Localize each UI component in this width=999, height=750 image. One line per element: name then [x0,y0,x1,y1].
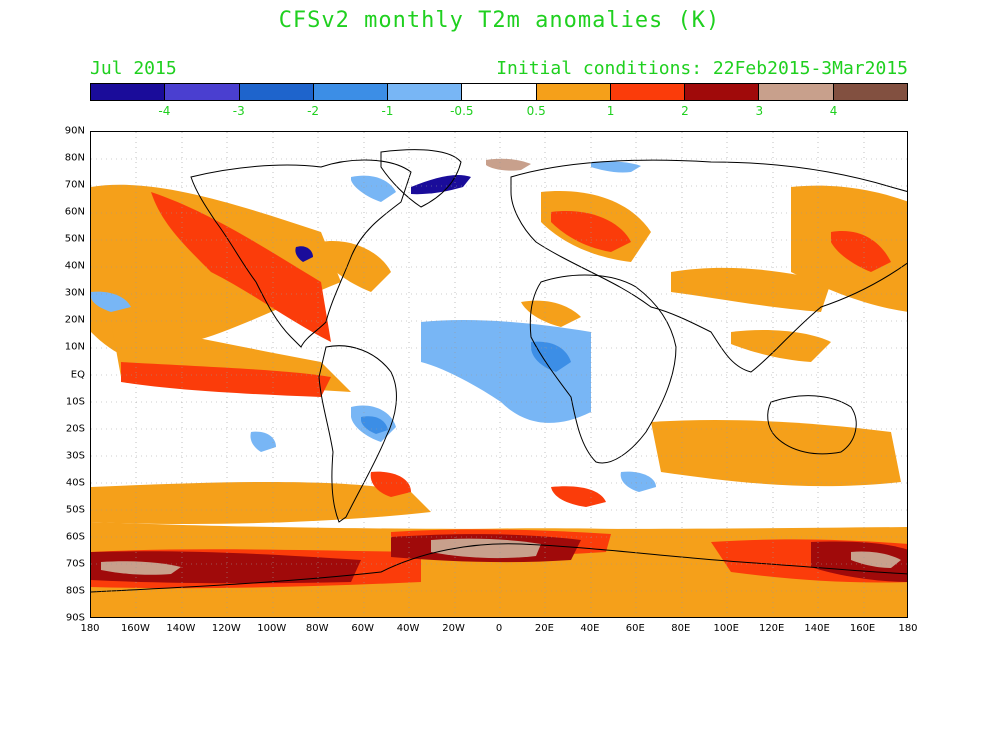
latitude-label: 70S [65,558,85,570]
latitude-label: 10N [64,341,85,353]
latitude-label: 60S [65,531,85,543]
latitude-label: 50N [64,233,85,245]
longitude-label: 60E [625,623,645,634]
longitude-label: 20W [442,623,465,634]
anomaly-map [90,131,908,618]
longitude-label: 40E [580,623,600,634]
longitude-label: 120W [211,623,241,634]
colorbar-tick-label: 1 [606,104,615,118]
longitude-label: 80E [671,623,691,634]
longitude-label: 180 [898,623,918,634]
colorbar-swatch [610,84,686,100]
latitude-label: 20N [64,314,85,326]
colorbar-swatch [536,84,611,100]
longitude-label: 140E [804,623,830,634]
colorbar-swatch [313,84,389,100]
longitude-label: 120E [758,623,785,634]
longitude-label: 100E [713,623,739,634]
forecast-month-label: Jul 2015 [90,58,177,79]
grid-lines [91,132,907,617]
colorbar-tick-label: 4 [829,104,838,118]
longitude-label: 160E [849,623,876,634]
longitude-label: 140W [166,623,196,634]
colorbar-tick-label: -4 [158,104,171,118]
colorbar-swatch [91,84,166,100]
latitude-label: 80S [65,585,85,597]
colorbar-tick-label: 2 [681,104,689,118]
latitude-label: 10S [65,396,85,408]
latitude-label: 40N [64,260,85,272]
negative-anomaly-darkblue [295,175,471,262]
map-canvas [91,132,907,617]
latitude-label: 30S [65,450,85,462]
positive-anomaly-brown [101,158,901,575]
chart-title: CFSv2 monthly T2m anomalies (K) [278,8,721,33]
colorbar-swatch [759,84,834,100]
colorbar-tick-label: -1 [381,104,394,118]
initial-conditions-label: Initial conditions: 22Feb2015-3Mar2015 [496,58,908,79]
latitude-label: 50S [65,504,85,516]
negative-anomaly-midblue [361,341,571,434]
latitude-label: 40S [65,477,85,489]
colorbar-swatch [239,84,314,100]
latitude-label: 90S [65,612,85,624]
colorbar-swatch [165,84,240,100]
latitude-label: 60N [64,206,85,218]
latitude-label: 30N [64,287,85,299]
longitude-label: 40W [396,623,420,634]
colorbar-swatch [833,84,907,100]
colorbar-swatch [462,84,537,100]
latitude-label: EQ [70,369,85,380]
longitude-label: 60W [351,623,374,634]
colorbar-legend [90,83,908,101]
longitude-label: 80W [305,623,329,634]
longitude-label: 160W [120,623,150,634]
coastlines [91,149,907,593]
colorbar-swatch [685,84,760,100]
longitude-label: 180 [80,623,100,634]
colorbar-tick-label: -0.5 [450,104,474,118]
longitude-label: 0 [495,623,503,634]
colorbar-tick-label: -3 [232,104,245,118]
latitude-label: 70N [64,179,85,191]
latitude-label: 80N [64,152,85,164]
latitude-label: 20S [65,423,85,435]
longitude-label: 20E [534,623,554,634]
colorbar-tick-label: 3 [755,104,764,118]
colorbar-tick-label: -2 [307,104,320,118]
latitude-label: 90N [64,125,85,137]
longitude-label: 100W [257,623,287,634]
colorbar-swatch [388,84,463,100]
colorbar-tick-label: 0.5 [526,104,546,118]
